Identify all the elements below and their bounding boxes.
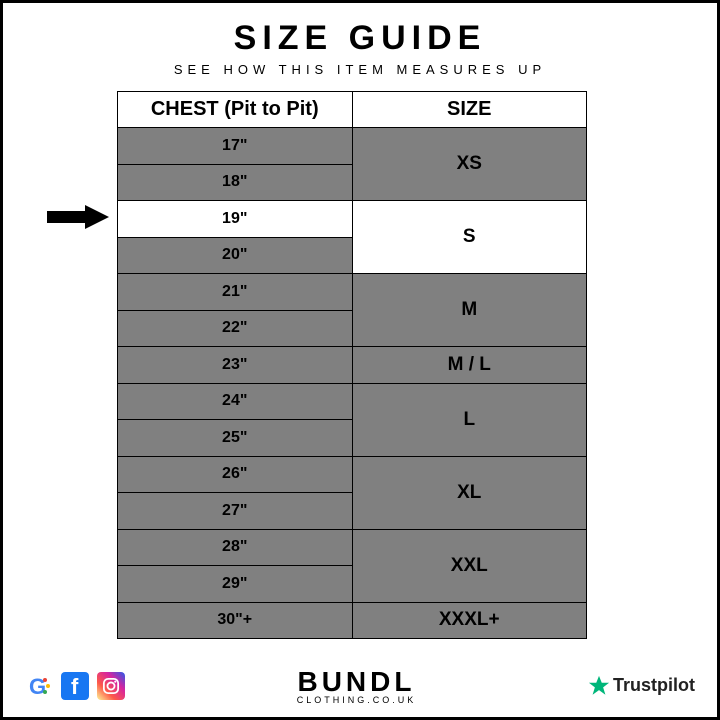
size-cell: M / L (352, 347, 587, 384)
size-cell: M (352, 274, 587, 347)
header-chest: CHEST (Pit to Pit) (118, 92, 353, 128)
chest-cell: 22" (118, 310, 353, 347)
size-cell: XL (352, 456, 587, 529)
brand-logo: BUNDL CLOTHING.CO.UK (297, 666, 417, 705)
chest-cell: 21" (118, 274, 353, 311)
brand-sub: CLOTHING.CO.UK (297, 695, 417, 705)
chest-cell: 29" (118, 566, 353, 603)
size-cell: XXXL+ (352, 602, 587, 639)
header-size: SIZE (352, 92, 587, 128)
chest-cell: 25" (118, 420, 353, 457)
facebook-icon[interactable]: f (61, 672, 89, 700)
footer: G f BUNDL CLOTHING.CO.UK Trustpilot (3, 666, 717, 705)
chest-cell: 27" (118, 493, 353, 530)
table-body: 17"XS 18" 19"S 20" 21"M 22" 23"M / L 24"… (118, 128, 587, 639)
size-table: CHEST (Pit to Pit) SIZE 17"XS 18" 19"S 2… (117, 91, 587, 639)
svg-text:G: G (29, 674, 46, 699)
page-title: SIZE GUIDE (3, 19, 717, 58)
chest-cell: 24" (118, 383, 353, 420)
chest-cell: 20" (118, 237, 353, 274)
star-icon (588, 675, 610, 697)
google-icon[interactable]: G (25, 672, 53, 700)
size-cell: XXL (352, 529, 587, 602)
trustpilot-text: Trustpilot (613, 675, 695, 696)
instagram-icon[interactable] (97, 672, 125, 700)
chest-cell: 23" (118, 347, 353, 384)
chest-cell-highlighted: 19" (118, 201, 353, 238)
size-cell: L (352, 383, 587, 456)
chest-cell: 28" (118, 529, 353, 566)
chest-cell: 18" (118, 164, 353, 201)
arrow-indicator (47, 205, 109, 229)
brand-main: BUNDL (297, 666, 417, 698)
social-icons: G f (25, 672, 125, 700)
chest-cell: 26" (118, 456, 353, 493)
size-cell: XS (352, 128, 587, 201)
chest-cell: 30"+ (118, 602, 353, 639)
size-cell-highlighted: S (352, 201, 587, 274)
chest-cell: 17" (118, 128, 353, 165)
size-table-container: CHEST (Pit to Pit) SIZE 17"XS 18" 19"S 2… (117, 91, 587, 639)
page-subtitle: SEE HOW THIS ITEM MEASURES UP (3, 62, 717, 77)
trustpilot-badge[interactable]: Trustpilot (588, 675, 695, 697)
svg-text:f: f (71, 674, 79, 699)
